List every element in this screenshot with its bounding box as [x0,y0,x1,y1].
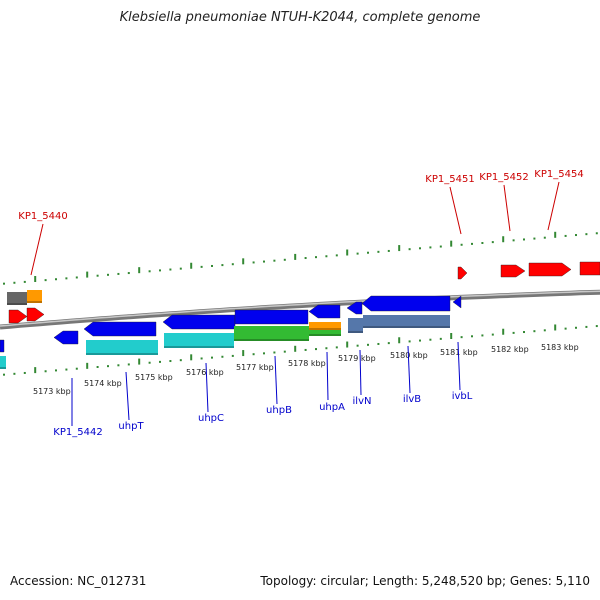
cds-uhpC [164,333,234,348]
label-uhpc-leader [205,362,209,413]
cds-uhpA-green-shade [309,334,341,336]
cds-ilvN-shade [348,331,363,333]
label-kp1-5452: KP1_5452 [479,172,528,183]
forward-scale-ticks [3,231,598,285]
gene-kp1-5442 [53,330,79,345]
gene-left-edge [0,339,5,353]
gene-features [0,261,600,369]
label-kp1-5452-leader [503,184,511,232]
label-kp1-5440-leader [30,223,44,276]
cds-uhpC-shade [164,346,234,348]
label-uhpc: uhpC [198,413,224,424]
label-kp1-5442: KP1_5442 [53,427,102,438]
backbone-line [0,289,600,330]
gene-labels: KP1_5440 KP1_5451 KP1_5452 KP1_5454 KP1_5442… [18,169,583,438]
label-ilvn-leader [359,349,362,396]
scale-label: 5174 kbp [84,379,122,388]
label-uhpb-leader [274,355,278,405]
topology-text: Topology: circular; Length: 5,248,520 bp… [260,574,590,588]
reverse-scale-ticks [3,324,598,376]
gene-uhpC [162,314,236,330]
cds-ilvB-shade [363,326,450,328]
label-ilvn: ilvN [353,396,372,407]
scale-label: 5183 kbp [541,343,579,352]
gene-kp1-5452 [500,264,526,278]
map-title: Klebsiella pneumoniae NTUH-K2044, comple… [119,10,481,25]
scale-label: 5175 kbp [135,373,173,382]
gene-uhpA [308,304,341,319]
genome-backbone [0,289,600,330]
cds-orange-block-shade [27,301,42,303]
label-uhpt-leader [125,371,130,421]
cds-ilvN [348,318,363,333]
accession-text: Accession: NC_012731 [10,574,147,588]
label-ivbl: ivbL [452,391,473,402]
cds-uhpA-orange [309,322,341,330]
label-uhpa: uhpA [319,402,345,413]
gene-ivbL [452,295,462,309]
cds-uhpB [234,326,309,341]
backbone-highlight [0,290,600,327]
label-kp1-5451-leader [449,186,462,235]
cds-gray-block [7,292,27,305]
gene-ilvN [346,301,363,315]
cds-left-edge [0,356,6,369]
label-kp1-5451: KP1_5451 [425,174,474,185]
gene-kp1-5441 [26,307,45,322]
label-uhpt: uhpT [118,421,144,432]
gene-kp1-5454 [528,262,572,277]
label-uhpb: uhpB [266,405,292,416]
gene-uhpT [83,321,157,337]
scale-label: 5182 kbp [491,345,529,354]
label-leader-lines [30,181,560,426]
label-ilvb: ilvB [403,394,421,405]
label-kp1-5440: KP1_5440 [18,211,67,222]
label-kp1-5454-leader [547,181,560,231]
cds-left-edge-shade [0,367,6,369]
gene-kp1-5451 [457,266,468,280]
label-ilvb-leader [407,345,411,394]
label-ivbl-leader [457,341,461,391]
gene-uhpB [234,309,309,325]
scale-label: 5173 kbp [33,387,71,396]
gene-kp1-5440 [8,309,28,324]
gene-kp1-5455 [579,261,600,276]
cds-uhpT [86,340,158,355]
label-kp1-5454: KP1_5454 [534,169,583,180]
cds-uhpT-shade [86,353,158,355]
cds-uhpA-green [309,330,341,336]
scale-label: 5178 kbp [288,359,326,368]
scale-label: 5176 kbp [186,368,224,377]
label-uhpa-leader [326,351,329,401]
cds-ilvB [363,315,450,328]
cds-uhpA-orange-shade [309,328,341,330]
cds-orange-block [27,290,42,303]
cds-gray-block-shade [7,303,27,305]
cds-uhpB-shade [234,339,309,341]
scale-label: 5179 kbp [338,354,376,363]
scale-label: 5177 kbp [236,363,274,372]
gene-ilvB [361,295,451,312]
